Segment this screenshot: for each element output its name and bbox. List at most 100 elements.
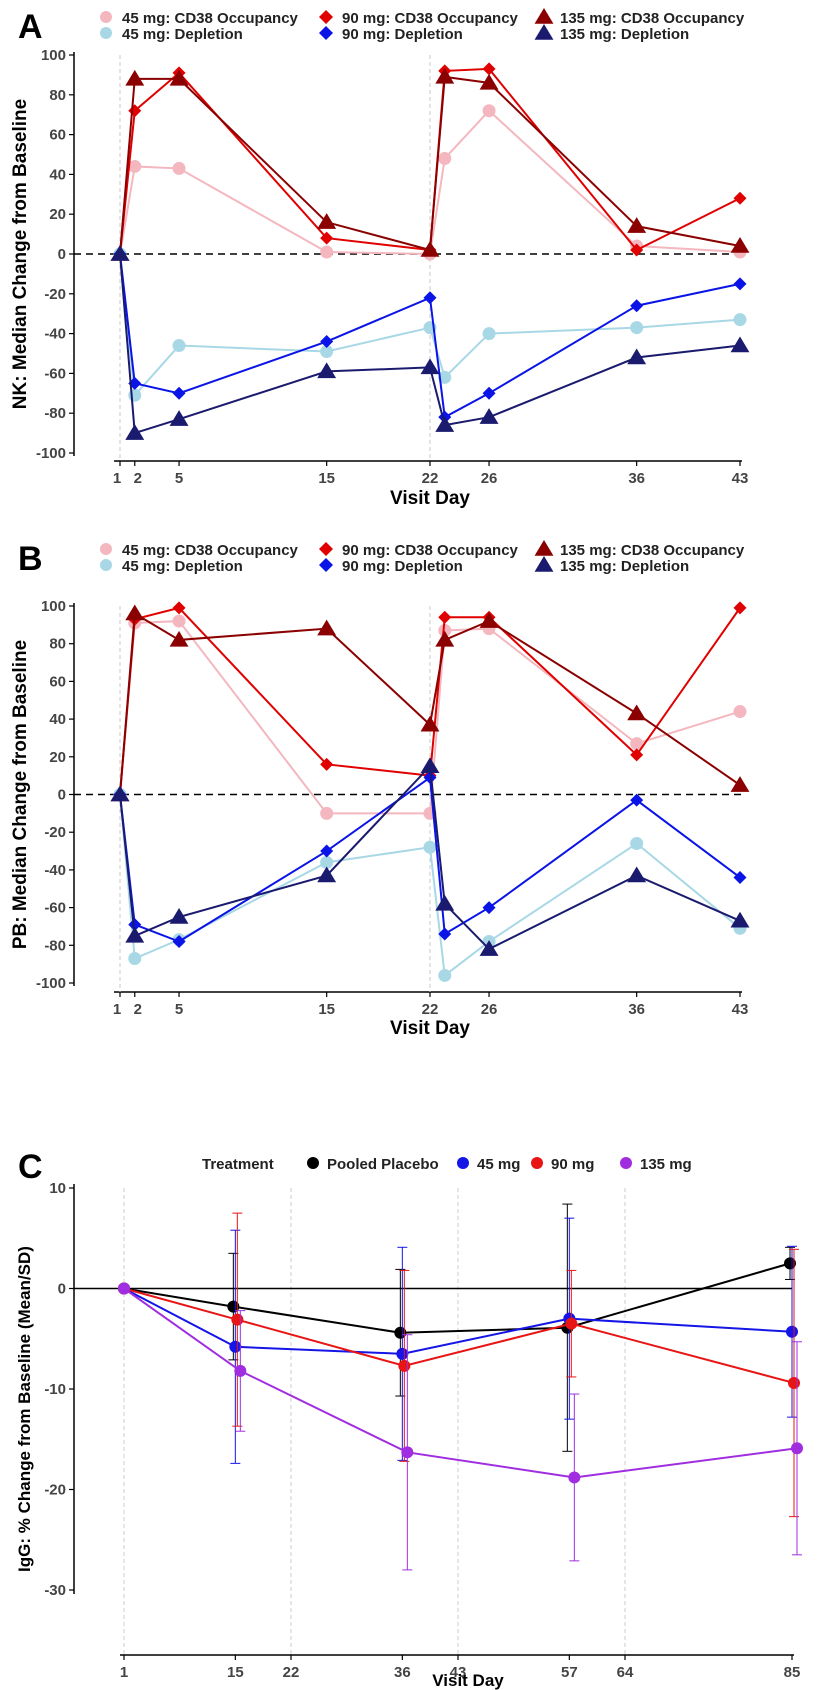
x-tick-label: 15 (318, 470, 335, 487)
data-point (398, 1359, 411, 1372)
y-tick-label: 0 (58, 246, 66, 263)
x-tick-label: 36 (628, 470, 645, 487)
y-tick-label: 100 (41, 598, 66, 615)
y-tick-label: -40 (44, 862, 66, 879)
data-point (396, 1347, 409, 1360)
legend-marker-90-mg (531, 1157, 543, 1169)
x-tick-label: 1 (113, 1001, 121, 1018)
data-point (320, 855, 334, 869)
data-point (479, 612, 499, 628)
data-point (128, 951, 142, 965)
series-line-90-mg (123, 1287, 795, 1384)
y-tick-label: 10 (49, 1180, 66, 1197)
legend-marker-135-mg-cd38-occupancy (534, 540, 554, 556)
data-point (125, 604, 145, 621)
y-tick-label: 80 (49, 87, 66, 104)
y-tick-label: -80 (44, 937, 66, 954)
legend-label-135-mg-cd38-occupancy: 135 mg: CD38 Occupancy (560, 542, 745, 559)
y-tick-label: 0 (58, 1281, 66, 1298)
data-point (423, 291, 437, 305)
x-tick-label: 36 (628, 1001, 645, 1018)
data-point (730, 237, 750, 253)
y-tick-label: 40 (49, 166, 66, 183)
data-point (317, 619, 337, 636)
y-tick-label: -40 (44, 326, 66, 343)
x-tick-label: 26 (481, 470, 498, 487)
data-point (568, 1471, 581, 1484)
y-tick-label: -60 (44, 900, 66, 917)
data-point (229, 1340, 242, 1353)
x-axis-title: Visit Day (432, 1671, 504, 1690)
panel-letter: B (18, 540, 43, 578)
x-tick-label: 5 (175, 470, 183, 487)
x-tick-label: 36 (394, 1664, 411, 1681)
data-point (482, 104, 496, 118)
panel-letter: A (18, 8, 43, 46)
legend-label-45-mg-cd38-occupancy: 45 mg: CD38 Occupancy (122, 542, 299, 559)
series-90-mg (118, 1212, 800, 1518)
y-tick-label: 60 (49, 673, 66, 690)
legend-label-45-mg: 45 mg (477, 1156, 520, 1173)
y-tick-label: -20 (44, 1482, 66, 1499)
legend-label-90-mg-depletion: 90 mg: Depletion (342, 558, 463, 575)
legend-label-90-mg-depletion: 90 mg: Depletion (342, 26, 463, 43)
x-tick-label: 43 (732, 1001, 749, 1018)
data-point (169, 630, 189, 647)
y-tick-label: -30 (44, 1582, 66, 1599)
panel-b: B 45 mg: CD38 Occupancy 90 mg: CD38 Occupa… (10, 540, 750, 1039)
data-point (479, 408, 499, 424)
data-point (730, 776, 750, 792)
y-tick-label: 60 (49, 127, 66, 144)
legend-label-90-mg-cd38-occupancy: 90 mg: CD38 Occupancy (342, 10, 519, 27)
data-point (435, 630, 455, 647)
y-tick-label: -60 (44, 365, 66, 382)
x-tick-label: 15 (227, 1664, 244, 1681)
data-point (125, 424, 145, 440)
data-point (733, 313, 747, 327)
x-tick-label: 43 (732, 470, 749, 487)
data-point (479, 940, 499, 956)
x-tick-label: 2 (134, 470, 142, 487)
y-tick-label: 80 (49, 636, 66, 653)
data-point (482, 62, 496, 76)
series-line-135-mg-cd38-occupancy (119, 75, 741, 255)
data-point (317, 362, 337, 379)
data-point (627, 348, 647, 365)
data-point (110, 785, 130, 802)
legend-marker-45-mg-cd38-occupancy (100, 11, 112, 23)
legend-label-135-mg-depletion: 135 mg: Depletion (560, 26, 689, 43)
data-point (730, 336, 750, 353)
data-point (791, 1442, 803, 1455)
data-point (786, 1325, 798, 1338)
y-tick-label: -20 (44, 824, 66, 841)
x-tick-label: 57 (561, 1664, 578, 1681)
x-tick-label: 1 (120, 1664, 128, 1681)
data-point (733, 705, 747, 719)
x-tick-label: 2 (134, 1001, 142, 1018)
data-point (730, 911, 750, 928)
data-point (784, 1257, 796, 1270)
data-point (420, 358, 440, 375)
data-point (482, 327, 496, 341)
y-tick-label: 20 (49, 749, 66, 766)
series-135-mg-depletion (110, 245, 750, 440)
legend-label-135-mg-cd38-occupancy: 135 mg: CD38 Occupancy (560, 10, 745, 27)
data-point (630, 243, 644, 257)
data-point (630, 321, 644, 335)
series-135-mg-depletion (110, 757, 750, 956)
legend-label-135-mg: 135 mg (640, 1156, 692, 1173)
data-point (435, 894, 455, 911)
legend-marker-135-mg (620, 1157, 632, 1169)
data-point (169, 908, 189, 924)
legend-marker-45-mg-depletion (100, 27, 112, 39)
legend-label-45-mg-cd38-occupancy: 45 mg: CD38 Occupancy (122, 10, 299, 27)
data-point (172, 339, 186, 353)
legend-marker-90-mg-depletion (319, 26, 333, 40)
data-point (420, 241, 440, 257)
x-axis-title: Visit Day (390, 488, 470, 509)
legend-marker-90-mg-cd38-occupancy (319, 10, 333, 24)
data-point (630, 748, 644, 762)
legend-label-45-mg-depletion: 45 mg: Depletion (122, 558, 243, 575)
x-tick-label: 22 (422, 470, 439, 487)
legend-label-135-mg-depletion: 135 mg: Depletion (560, 558, 689, 575)
